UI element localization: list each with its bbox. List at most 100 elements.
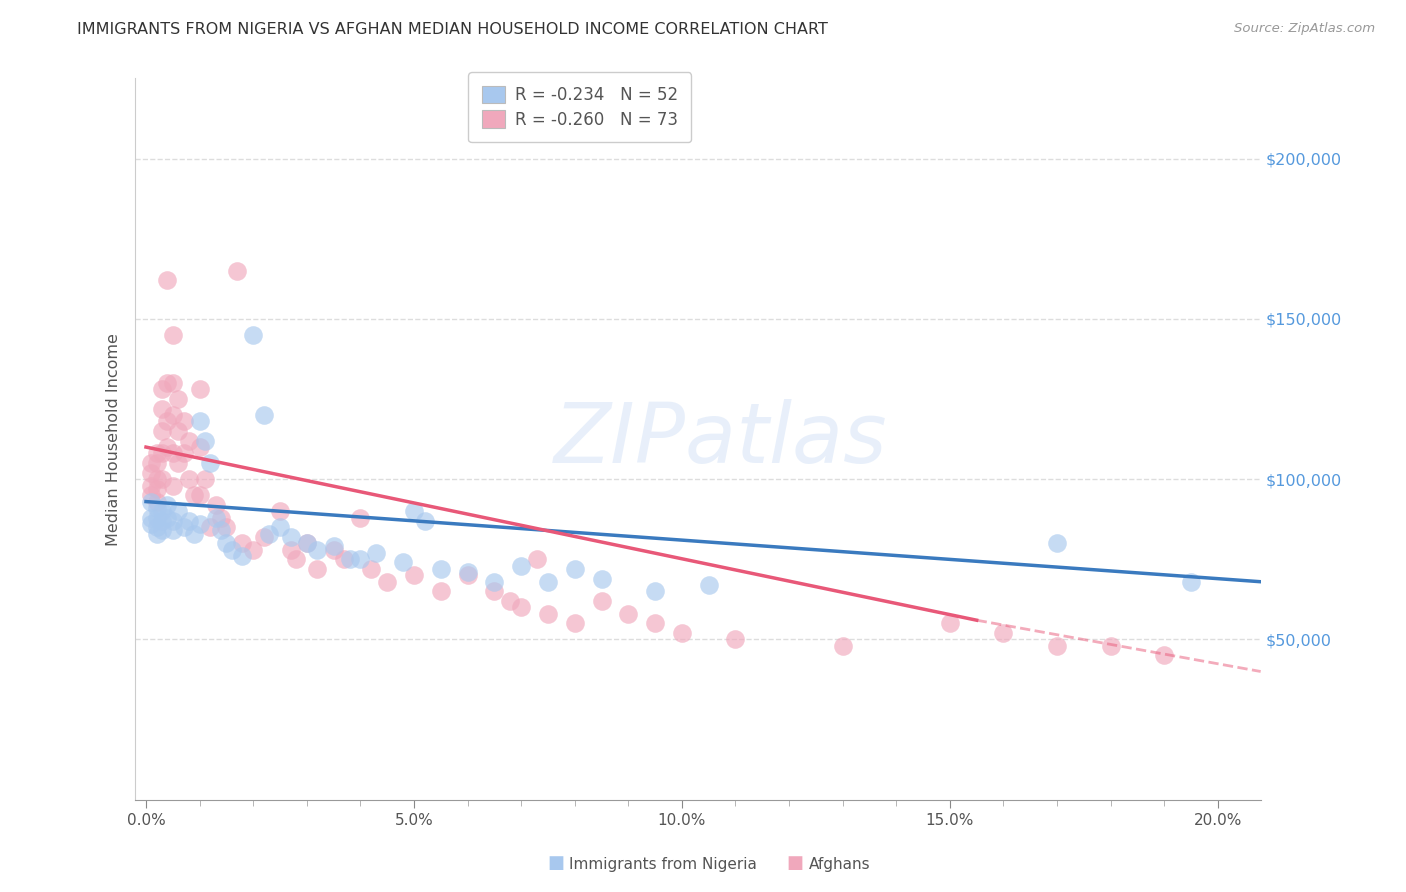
Point (253, 530, 276, 544)
Point (280, 542, 302, 557)
Point (167, 456, 190, 470)
Point (322, 542, 344, 557)
Point (150, 504, 173, 518)
Point (671, 626, 693, 640)
Point (177, 434, 200, 448)
Point (150, 514, 173, 528)
Point (307, 542, 329, 557)
Point (280, 530, 302, 544)
Point (145, 494, 167, 508)
Point (173, 414, 195, 428)
Point (141, 466, 163, 480)
Point (1180, 574, 1202, 589)
Point (162, 478, 184, 492)
Point (307, 562, 329, 576)
Point (141, 478, 163, 492)
Point (322, 540, 344, 554)
Point (188, 488, 211, 502)
Point (162, 524, 184, 538)
Point (413, 514, 436, 528)
Point (162, 514, 184, 528)
Point (215, 536, 238, 550)
Point (150, 424, 173, 438)
Point (484, 574, 506, 589)
Point (145, 482, 167, 496)
Point (200, 520, 222, 534)
Point (644, 616, 666, 631)
Point (457, 568, 479, 582)
Point (564, 562, 586, 576)
Point (145, 472, 167, 486)
Text: ZIPatlas: ZIPatlas (554, 399, 887, 480)
Point (145, 501, 167, 516)
Point (939, 616, 962, 631)
Text: Immigrants from Nigeria: Immigrants from Nigeria (569, 857, 758, 872)
Point (204, 498, 226, 512)
Point (831, 639, 853, 653)
Point (162, 376, 184, 390)
Legend: R = -0.234   N = 52, R = -0.260   N = 73: R = -0.234 N = 52, R = -0.260 N = 73 (468, 72, 692, 142)
Point (537, 574, 560, 589)
Point (295, 536, 318, 550)
Text: IMMIGRANTS FROM NIGERIA VS AFGHAN MEDIAN HOUSEHOLD INCOME CORRELATION CHART: IMMIGRANTS FROM NIGERIA VS AFGHAN MEDIAN… (77, 22, 828, 37)
Point (231, 549, 253, 563)
Point (141, 456, 163, 470)
Point (194, 434, 217, 448)
Y-axis label: Median Household Income: Median Household Income (107, 333, 121, 546)
Point (1046, 536, 1069, 550)
Point (253, 408, 276, 422)
Point (993, 626, 1015, 640)
Point (145, 456, 167, 470)
Point (269, 520, 291, 534)
Point (375, 574, 398, 589)
Point (644, 584, 666, 599)
Point (150, 401, 173, 416)
Point (183, 488, 205, 502)
Point (1153, 648, 1175, 663)
Point (724, 632, 747, 647)
Point (209, 524, 232, 538)
Point (349, 552, 371, 566)
Point (145, 446, 167, 460)
Point (167, 424, 190, 438)
Point (156, 273, 179, 287)
Point (188, 440, 211, 454)
Point (162, 327, 184, 342)
Point (173, 446, 195, 460)
Point (141, 510, 163, 524)
Point (537, 607, 560, 621)
Point (156, 440, 179, 454)
Point (429, 562, 451, 576)
Point (183, 526, 205, 541)
Point (188, 414, 211, 428)
Point (156, 498, 179, 512)
Point (141, 488, 163, 502)
Point (200, 456, 222, 470)
Point (167, 392, 190, 406)
Point (173, 520, 195, 534)
Point (457, 565, 479, 579)
Point (221, 542, 243, 557)
Point (366, 546, 388, 560)
Point (269, 504, 291, 518)
Point (150, 472, 173, 486)
Point (141, 494, 163, 508)
Point (156, 376, 179, 390)
Point (402, 568, 425, 582)
Point (484, 584, 506, 599)
Point (1046, 639, 1069, 653)
Point (295, 536, 318, 550)
Text: ■: ■ (547, 855, 564, 872)
Point (194, 472, 217, 486)
Point (177, 472, 200, 486)
Point (209, 510, 232, 524)
Point (591, 572, 613, 586)
Point (177, 514, 200, 528)
Point (429, 584, 451, 599)
Point (339, 552, 361, 566)
Point (150, 383, 173, 397)
Point (564, 616, 586, 631)
Point (591, 594, 613, 608)
Point (204, 510, 226, 524)
Point (150, 524, 173, 538)
